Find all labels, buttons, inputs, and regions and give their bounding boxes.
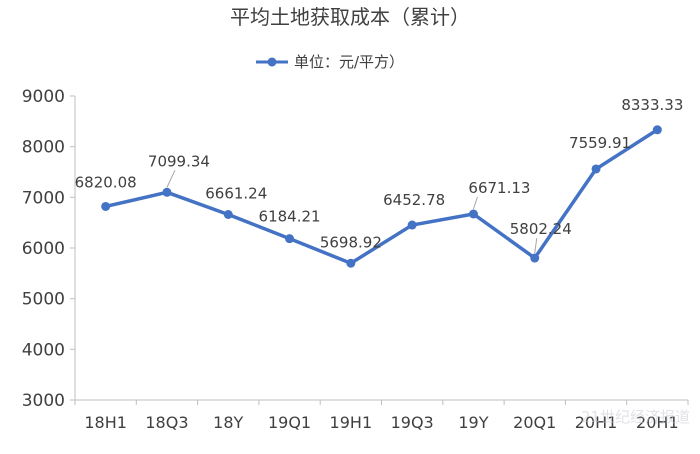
y-axis: 3000 4000 5000 6000 7000 8000 9000 (22, 87, 76, 411)
x-tick-label: 18H1 (84, 413, 127, 432)
chart-title: 平均土地获取成本（累计） (230, 5, 470, 29)
x-tick-label: 20H1 (575, 413, 618, 432)
x-tick-label: 20H1 (636, 413, 679, 432)
data-point (101, 201, 111, 211)
data-label: 6184.21 (259, 208, 321, 226)
x-tick-label: 19Q1 (268, 413, 311, 432)
data-point (285, 234, 295, 244)
watermark: 21世纪经济报道 (581, 408, 690, 426)
y-tick-label: 8000 (22, 138, 65, 158)
y-tick-label: 7000 (22, 188, 65, 208)
data-point (407, 220, 417, 230)
plot-area: 6820.08 7099.34 6661.24 6184.21 5698.92 6452.… (75, 96, 683, 268)
data-label-leader (166, 170, 176, 188)
data-label: 6671.13 (468, 179, 530, 197)
data-point (162, 187, 172, 197)
data-point (652, 125, 662, 135)
data-label-leader (534, 237, 538, 254)
data-label: 6820.08 (75, 173, 137, 191)
x-axis: 18H1 18Q3 18Y 19Q1 19H1 19Q3 19Y 20Q1 20H1 20H1 (74, 399, 689, 432)
data-label: 8333.33 (621, 96, 683, 114)
y-tick-label: 5000 (22, 290, 65, 310)
data-point (591, 164, 601, 174)
legend-marker (267, 57, 277, 67)
data-label: 6452.78 (383, 191, 445, 209)
legend: 单位：元/平方） (256, 53, 404, 71)
data-label: 7559.91 (569, 134, 631, 152)
x-tick-label: 19Y (458, 413, 488, 432)
data-label: 7099.34 (148, 152, 210, 170)
series-line (105, 128, 659, 266)
data-label: 5698.92 (320, 233, 382, 251)
data-point (223, 209, 233, 219)
data-point (346, 258, 356, 268)
data-point (530, 253, 540, 263)
y-tick-label: 3000 (22, 391, 65, 411)
y-tick-label: 6000 (22, 239, 65, 259)
legend-label: 单位：元/平方） (294, 53, 404, 71)
data-label: 5802.24 (510, 220, 572, 238)
x-tick-label: 18Q3 (145, 413, 188, 432)
x-tick-label: 19H1 (330, 413, 373, 432)
y-tick-label: 4000 (22, 340, 65, 360)
x-tick-label: 19Q3 (391, 413, 434, 432)
x-tick-label: 18Y (213, 413, 243, 432)
data-point (468, 209, 478, 219)
x-tick-label: 20Q1 (513, 413, 556, 432)
y-tick-label: 9000 (22, 87, 65, 107)
data-label: 6661.24 (205, 184, 267, 202)
data-label-leader (472, 196, 478, 210)
